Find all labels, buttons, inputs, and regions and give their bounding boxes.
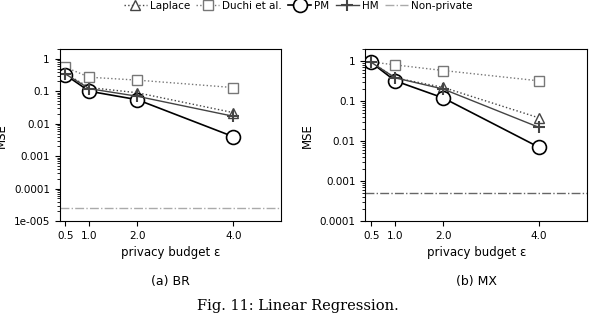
PM	[134, 98, 141, 101]
Laplace	[536, 116, 543, 120]
HM	[229, 114, 237, 118]
Line: PM: PM	[364, 56, 546, 154]
PM	[368, 61, 375, 64]
HM	[392, 76, 399, 80]
Line: PM: PM	[58, 68, 240, 143]
PM	[392, 79, 399, 83]
PM	[86, 89, 93, 93]
Title: (b) MX: (b) MX	[456, 275, 496, 288]
HM	[134, 94, 141, 98]
Non-private	[392, 191, 399, 195]
X-axis label: privacy budget ε: privacy budget ε	[121, 246, 220, 259]
Non-private	[38, 206, 45, 210]
Duchi et al.	[62, 65, 69, 69]
Text: Fig. 11: Linear Regression.: Fig. 11: Linear Regression.	[197, 299, 399, 313]
Title: (a) BR: (a) BR	[151, 275, 190, 288]
HM	[86, 87, 93, 91]
Duchi et al.	[392, 63, 399, 67]
Line: Laplace: Laplace	[61, 69, 238, 118]
HM	[536, 125, 543, 129]
Y-axis label: MSE: MSE	[0, 123, 8, 148]
Laplace	[86, 86, 93, 89]
Line: Duchi et al.: Duchi et al.	[367, 57, 544, 86]
PM	[62, 73, 69, 77]
Line: HM: HM	[60, 69, 239, 122]
Y-axis label: MSE: MSE	[301, 123, 314, 148]
Laplace	[368, 60, 375, 64]
Line: Duchi et al.: Duchi et al.	[61, 62, 238, 92]
Laplace	[392, 76, 399, 80]
Line: Laplace: Laplace	[367, 57, 544, 123]
Laplace	[229, 111, 237, 114]
Non-private	[86, 206, 93, 210]
PM	[536, 145, 543, 149]
X-axis label: privacy budget ε: privacy budget ε	[427, 246, 526, 259]
Line: HM: HM	[365, 57, 545, 133]
Duchi et al.	[229, 86, 237, 89]
HM	[368, 60, 375, 64]
Laplace	[440, 85, 447, 89]
Laplace	[134, 91, 141, 94]
PM	[229, 135, 237, 138]
Non-private	[344, 191, 351, 195]
PM	[440, 96, 447, 100]
Legend: Laplace, Duchi et al., PM, HM, Non-private: Laplace, Duchi et al., PM, HM, Non-priva…	[120, 0, 476, 15]
Duchi et al.	[86, 75, 93, 79]
HM	[440, 87, 447, 91]
Duchi et al.	[368, 60, 375, 64]
Duchi et al.	[134, 78, 141, 82]
Duchi et al.	[536, 79, 543, 83]
HM	[62, 72, 69, 76]
Duchi et al.	[440, 69, 447, 72]
Laplace	[62, 72, 69, 76]
